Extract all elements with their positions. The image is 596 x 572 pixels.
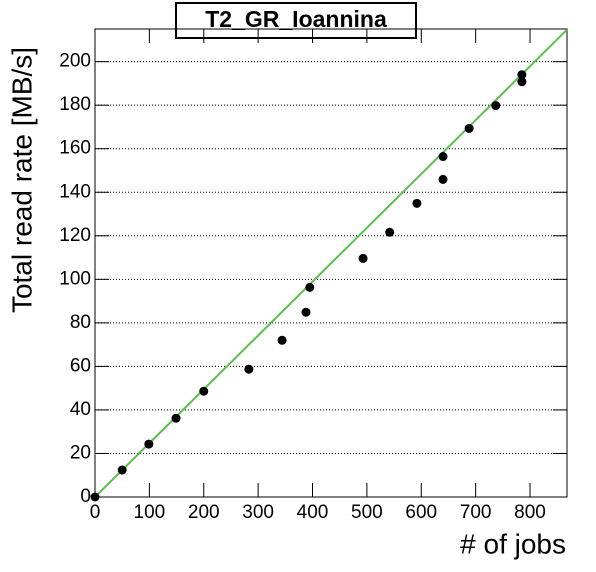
y-tick-label: 120 <box>59 225 91 246</box>
y-axis-label: Total read rate [MB/s] <box>6 47 37 313</box>
x-tick-label: 300 <box>242 502 274 523</box>
data-point <box>199 386 209 396</box>
fit-line <box>94 28 568 498</box>
data-point <box>305 282 315 292</box>
x-tick-label: 200 <box>188 502 220 523</box>
y-tick-label: 80 <box>70 312 91 333</box>
title-box <box>175 2 417 39</box>
data-point <box>244 364 254 374</box>
data-point <box>144 439 154 449</box>
data-point <box>385 227 395 237</box>
data-point <box>464 123 474 133</box>
chart-title: T2_GR_Ioannina <box>205 6 387 32</box>
data-point <box>358 253 368 263</box>
y-tick-label: 20 <box>70 442 91 463</box>
data-point <box>117 465 127 475</box>
y-tick-label: 160 <box>59 138 91 159</box>
data-point <box>517 70 527 80</box>
y-tick-label: 0 <box>80 486 91 507</box>
x-tick-label: 600 <box>405 502 437 523</box>
data-point <box>491 101 501 111</box>
data-point <box>438 174 448 184</box>
x-tick-label: 100 <box>134 502 166 523</box>
plot-frame <box>94 28 568 498</box>
data-point <box>277 335 287 345</box>
data-point <box>171 413 181 423</box>
y-tick-label: 60 <box>70 355 91 376</box>
y-tick-label: 180 <box>59 94 91 115</box>
x-tick-label: 800 <box>514 502 546 523</box>
x-tick-label: 400 <box>297 502 329 523</box>
data-point <box>90 492 100 502</box>
y-tick-label: 140 <box>59 181 91 202</box>
x-tick-label: 0 <box>90 502 101 523</box>
data-point <box>301 307 311 317</box>
x-tick-label: 500 <box>351 502 383 523</box>
data-point <box>517 77 527 87</box>
y-tick-label: 40 <box>70 399 91 420</box>
data-point <box>412 198 422 208</box>
data-point <box>438 152 448 162</box>
y-tick-label: 100 <box>59 268 91 289</box>
x-tick-label: 700 <box>460 502 492 523</box>
y-tick-label: 200 <box>59 51 91 72</box>
x-axis-label: # of jobs <box>460 528 566 559</box>
